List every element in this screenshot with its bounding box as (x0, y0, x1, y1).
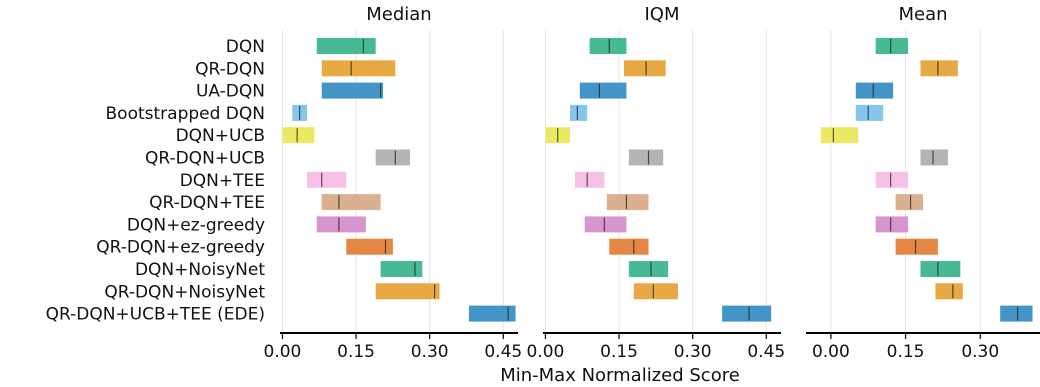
interval-bar (375, 149, 411, 166)
interval-bar (606, 194, 649, 211)
interval-bar (316, 216, 366, 233)
panel-median: Median 0.00 0.15 0.30 0.45 (264, 4, 523, 362)
interval-bar (579, 82, 627, 99)
interval-bar (380, 261, 423, 277)
interval-bar (569, 104, 588, 121)
x-tick-label: 0.30 (674, 342, 712, 362)
panel-mean: Mean 0.00 0.15 0.30 (806, 4, 1040, 362)
x-tick-label: 0.45 (747, 342, 785, 362)
interval-bar (920, 60, 958, 77)
interval-bar (321, 60, 396, 77)
method-label: UA-DQN (196, 82, 265, 102)
interval-bar (574, 171, 605, 188)
x-tick-label: 0.00 (264, 342, 302, 362)
interval-bar (584, 216, 627, 233)
method-label: Bootstrapped DQN (106, 104, 265, 124)
method-label: DQN+TEE (180, 171, 265, 191)
x-tick-label: 0.30 (411, 342, 449, 362)
method-label: QR-DQN (195, 59, 265, 79)
interval-bar (375, 283, 440, 300)
interval-bar (321, 194, 381, 211)
interval-bar (282, 127, 315, 144)
interval-bar (895, 238, 938, 255)
panel-title: Mean (898, 4, 947, 25)
interval-bar (935, 283, 963, 300)
panel-iqm: IQM 0.00 0.15 0.30 0.45 (527, 4, 786, 362)
x-tick-label: 0.30 (961, 342, 999, 362)
interval-bar (820, 127, 859, 144)
interval-bar (346, 238, 393, 255)
interval-bar (875, 171, 909, 188)
interval-bar (589, 38, 627, 54)
method-label: DQN+UCB (176, 126, 265, 146)
interval-bar (628, 149, 664, 166)
interval-bar (609, 238, 649, 255)
interval-bar (920, 261, 961, 277)
interval-bar (875, 216, 909, 233)
interval-bar (321, 82, 384, 99)
x-tick-label: 0.00 (527, 342, 565, 362)
method-label: QR-DQN+ez-greedy (96, 238, 265, 258)
interval-bar (306, 171, 347, 188)
x-tick-label: 0.15 (337, 342, 375, 362)
method-label: QR-DQN+TEE (149, 193, 265, 213)
x-tick-label: 0.15 (887, 342, 925, 362)
interval-bar (875, 38, 909, 54)
interval-bar (920, 149, 948, 166)
interval-bar (628, 261, 669, 277)
method-label: QR-DQN+UCB+TEE (EDE) (46, 305, 265, 325)
interval-bar (1000, 305, 1033, 322)
panel-title: Median (366, 4, 431, 25)
x-tick-label: 0.45 (484, 342, 522, 362)
interval-bar (895, 194, 923, 211)
x-axis-label: Min-Max Normalized Score (500, 365, 740, 386)
interval-bar (855, 82, 894, 99)
interval-bar (468, 305, 516, 322)
interval-bar (316, 38, 376, 54)
x-tick-label: 0.00 (812, 342, 850, 362)
panel-title: IQM (644, 4, 679, 25)
interval-bar (855, 104, 884, 121)
method-label: DQN (226, 37, 265, 57)
x-tick-label: 0.15 (600, 342, 638, 362)
method-label: DQN+ez-greedy (127, 215, 265, 235)
interval-bar (623, 60, 666, 77)
chart-panels: Median 0.00 0.15 0.30 0.45 IQM 0.00 0.15 0.30 0.4… (264, 4, 1040, 362)
method-label: QR-DQN+NoisyNet (104, 282, 265, 302)
interval-bar (722, 305, 772, 322)
method-label: DQN+NoisyNet (135, 260, 265, 280)
method-label: QR-DQN+UCB (145, 149, 265, 169)
interval-bar (633, 283, 678, 300)
